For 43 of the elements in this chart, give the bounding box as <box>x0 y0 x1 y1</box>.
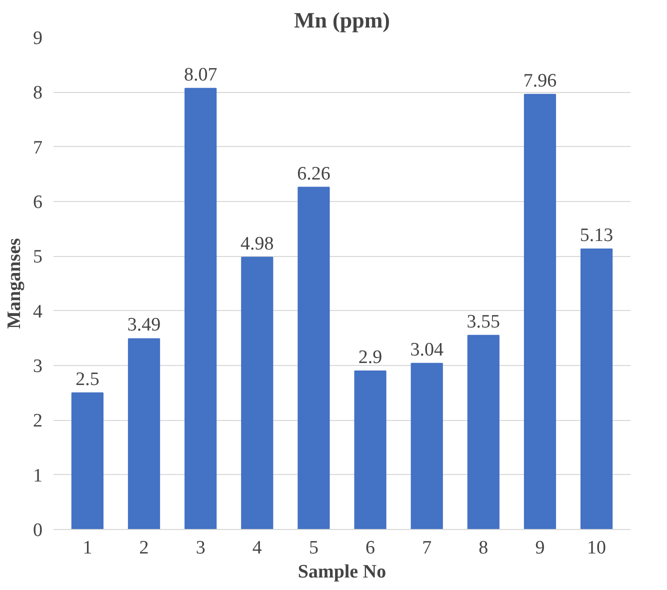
bar <box>71 392 104 530</box>
data-label: 4.98 <box>240 233 274 254</box>
data-label: 3.49 <box>127 314 161 336</box>
y-tick-label: 6 <box>33 192 42 213</box>
y-tick-label: 2 <box>33 410 42 432</box>
bar <box>128 338 160 530</box>
x-tick-label: 4 <box>252 538 262 558</box>
x-axis-title: Sample No <box>298 562 386 582</box>
data-label: 6.26 <box>297 163 330 184</box>
x-tick-label: 3 <box>196 538 206 558</box>
y-tick-label: 5 <box>33 246 42 268</box>
y-tick-label: 9 <box>33 28 42 49</box>
bar <box>354 370 386 530</box>
data-label: 3.04 <box>410 339 444 360</box>
y-tick-label: 1 <box>33 465 42 486</box>
x-tick-label: 2 <box>139 538 149 558</box>
data-label: 5.13 <box>580 225 614 246</box>
bar <box>241 256 274 530</box>
x-tick-label: 9 <box>535 538 545 558</box>
bar <box>524 94 556 530</box>
bar <box>410 362 443 530</box>
data-label: 7.96 <box>523 70 557 92</box>
x-tick-label: 6 <box>366 538 376 558</box>
bar <box>298 186 330 530</box>
x-tick-label: 8 <box>478 538 488 558</box>
x-tick-label: 7 <box>422 538 432 558</box>
y-tick-label: 4 <box>33 301 43 322</box>
y-tick-label: 3 <box>33 356 42 377</box>
y-tick-label: 8 <box>33 82 42 104</box>
y-tick-label: 0 <box>33 520 42 541</box>
y-axis-title: Manganses <box>4 238 25 329</box>
data-label: 2.9 <box>358 346 382 368</box>
data-label: 2.5 <box>76 368 100 390</box>
data-label: 8.07 <box>184 64 218 86</box>
bar <box>467 334 500 530</box>
bar <box>580 248 613 530</box>
bar <box>184 88 217 530</box>
data-label: 3.55 <box>466 311 500 332</box>
x-tick-label: 1 <box>82 538 92 558</box>
x-tick-label: 10 <box>587 538 606 558</box>
y-tick-label: 7 <box>33 137 42 158</box>
chart-title: Mn (ppm) <box>294 8 390 32</box>
x-tick-label: 5 <box>308 538 318 558</box>
